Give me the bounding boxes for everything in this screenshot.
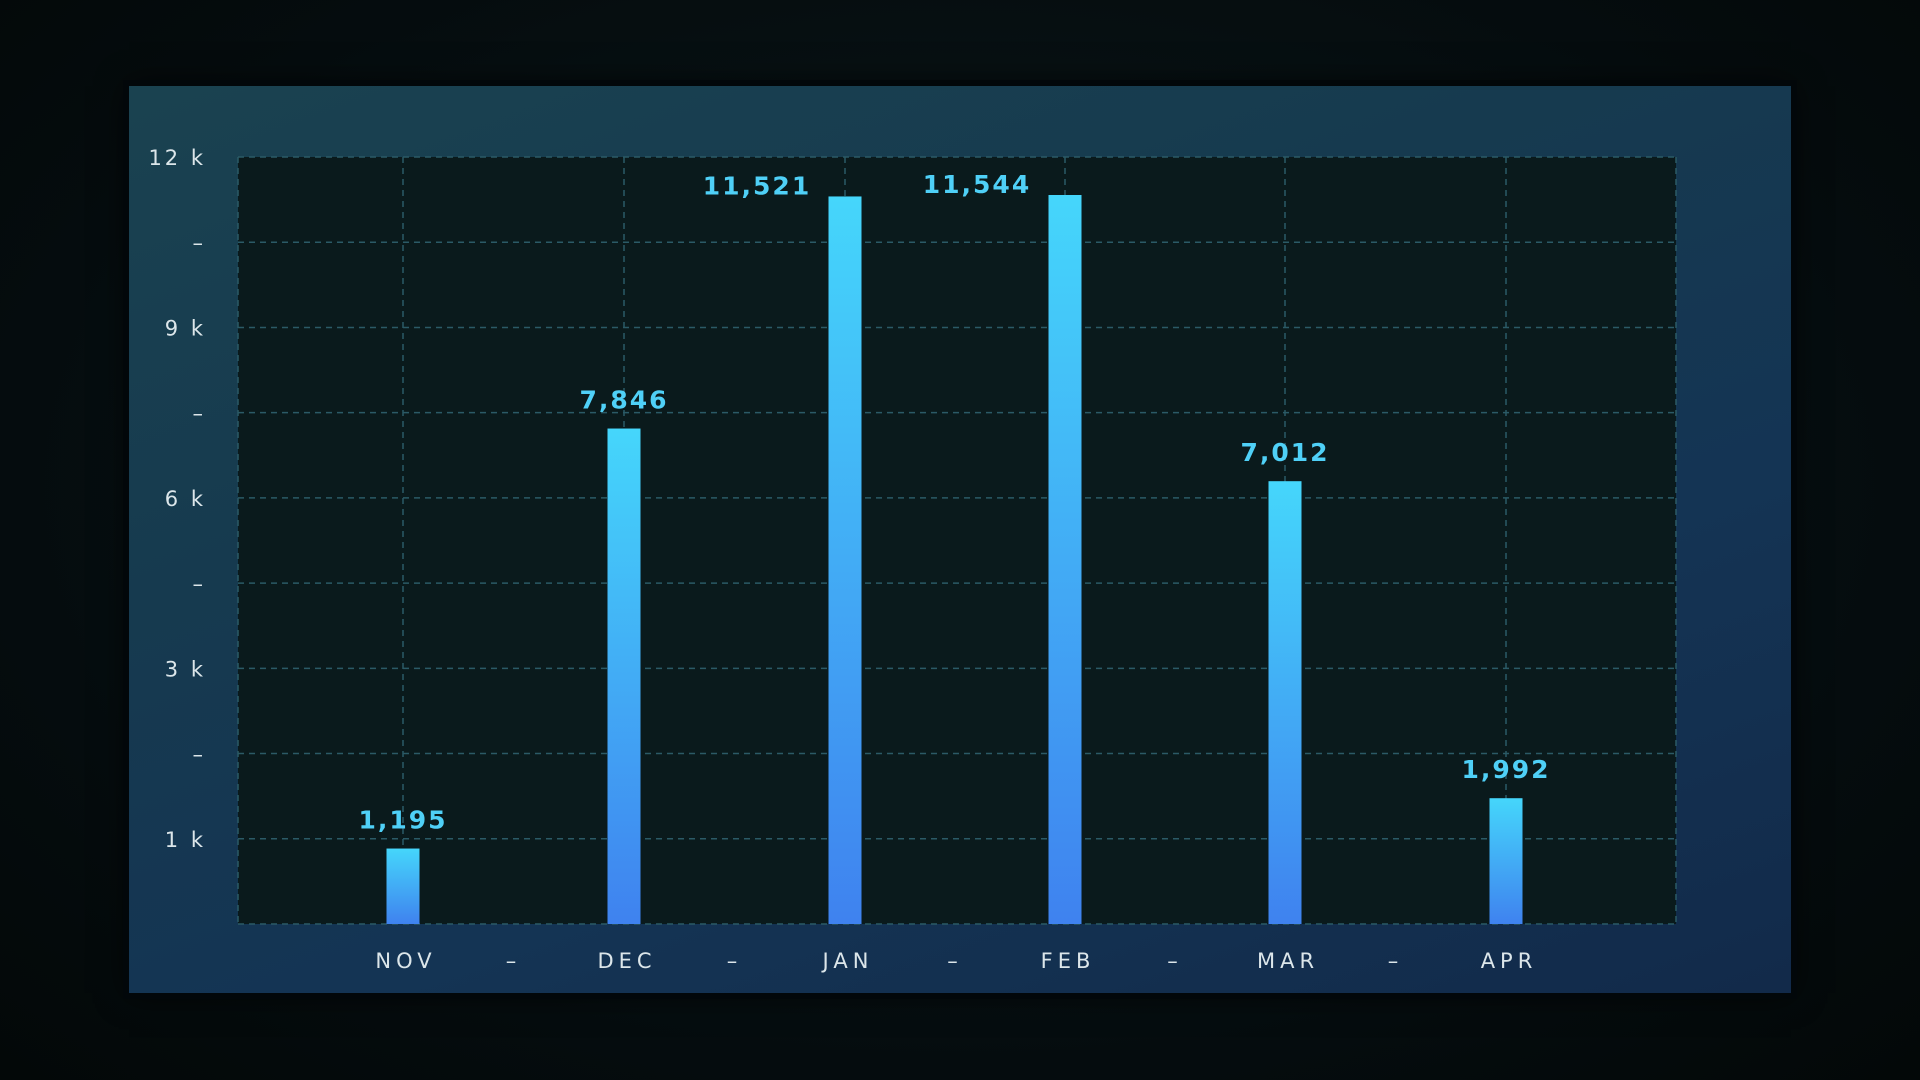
bar-nov: [386, 848, 420, 924]
value-label: 7,012: [1240, 438, 1329, 467]
x-separator: –: [1388, 949, 1404, 973]
bars: [386, 195, 1523, 924]
value-label: 11,521: [703, 171, 811, 200]
bar-apr: [1489, 798, 1523, 924]
x-axis: NOV – DEC – JAN – FEB – MAR – APR: [375, 949, 1538, 973]
y-tick-label: –: [193, 572, 207, 596]
x-separator: –: [947, 949, 963, 973]
y-axis: 1 k – 3 k – 6 k – 9 k – 12 k: [148, 146, 207, 852]
x-separator: –: [506, 949, 522, 973]
y-tick-label: 6 k: [165, 487, 206, 511]
x-tick-label: DEC: [597, 949, 656, 973]
x-tick-label: FEB: [1041, 949, 1096, 973]
y-tick-label: –: [193, 231, 207, 255]
value-label: 7,846: [579, 386, 668, 415]
y-tick-label: –: [193, 402, 207, 426]
x-tick-label: JAN: [821, 949, 874, 973]
value-labels: 1,195 7,846 11,521 11,544 7,012 1,992: [358, 170, 1550, 835]
bar-feb: [1048, 195, 1082, 924]
y-tick-label: 12 k: [148, 146, 206, 170]
x-separator: –: [727, 949, 743, 973]
plot-area: [238, 157, 1676, 924]
bar-jan: [828, 196, 862, 924]
y-tick-label: –: [193, 743, 207, 767]
x-tick-label: NOV: [375, 949, 436, 973]
value-label: 1,195: [358, 806, 447, 835]
x-tick-label: APR: [1481, 949, 1538, 973]
x-tick-label: MAR: [1257, 949, 1319, 973]
y-tick-label: 1 k: [165, 828, 206, 852]
x-separator: –: [1167, 949, 1183, 973]
bar-dec: [607, 428, 641, 924]
value-label: 11,544: [923, 170, 1031, 199]
value-label: 1,992: [1461, 755, 1550, 784]
y-tick-label: 3 k: [165, 657, 206, 681]
y-tick-label: 9 k: [165, 316, 206, 340]
bar-mar: [1268, 481, 1302, 924]
